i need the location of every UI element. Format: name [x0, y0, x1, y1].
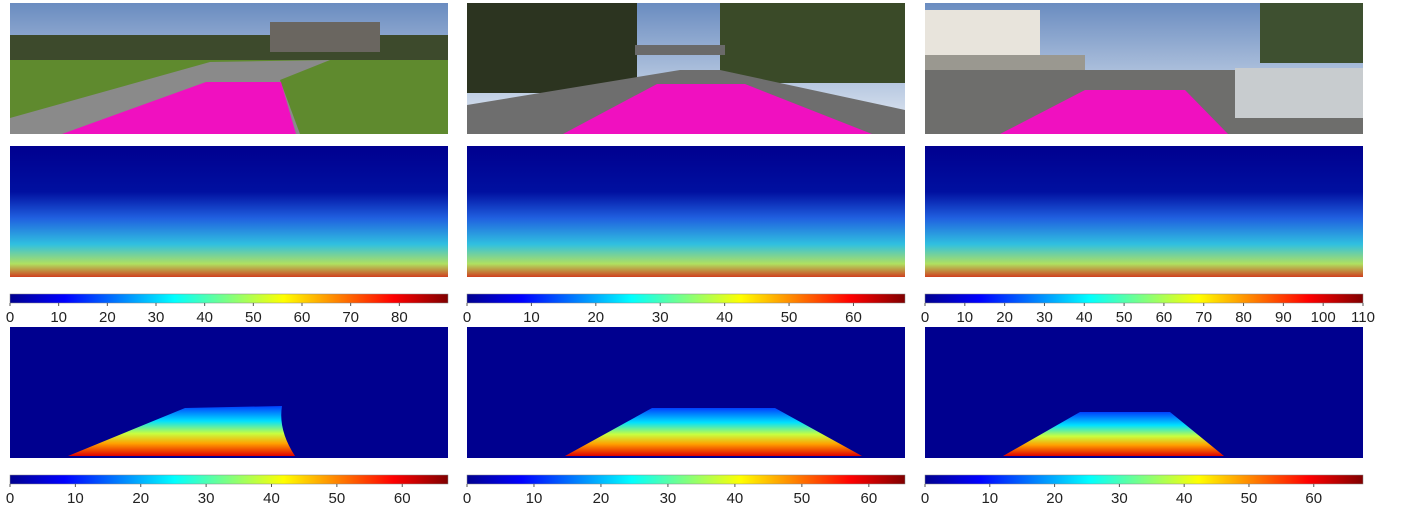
tick-label: 30 — [1111, 490, 1128, 507]
tick-label: 60 — [394, 490, 411, 507]
tick-label: 40 — [727, 490, 744, 507]
tick-label: 20 — [99, 309, 116, 326]
tick-label: 70 — [1195, 309, 1212, 326]
tick-label: 20 — [996, 309, 1013, 326]
tick-label: 0 — [6, 309, 14, 326]
tick-label: 10 — [956, 309, 973, 326]
colorbar — [466, 293, 906, 304]
tick-label: 30 — [1036, 309, 1053, 326]
tick-label: 10 — [526, 490, 543, 507]
image-1 — [10, 3, 448, 134]
tick-label: 50 — [781, 309, 798, 326]
image-3 — [925, 3, 1363, 134]
depth-map-2 — [467, 146, 905, 277]
colorbar — [9, 474, 449, 485]
tick-label: 110 — [1351, 309, 1375, 326]
tick-label: 10 — [50, 309, 67, 326]
tick-label: 50 — [329, 490, 346, 507]
tick-label: 40 — [196, 309, 213, 326]
tick-label: 100 — [1311, 309, 1336, 326]
tick-label: 10 — [981, 490, 998, 507]
tick-label: 30 — [148, 309, 165, 326]
colorbar — [924, 474, 1364, 485]
tick-label: 30 — [652, 309, 669, 326]
colorbar — [9, 293, 449, 304]
tick-label: 0 — [921, 490, 929, 507]
road-depth-1 — [10, 327, 448, 458]
tick-label: 80 — [391, 309, 408, 326]
tick-label: 70 — [342, 309, 359, 326]
tick-label: 50 — [794, 490, 811, 507]
tick-label: 60 — [845, 309, 862, 326]
tick-label: 10 — [67, 490, 84, 507]
tick-label: 20 — [1046, 490, 1063, 507]
colorbar — [924, 293, 1364, 304]
tick-label: 40 — [1176, 490, 1193, 507]
tick-label: 40 — [716, 309, 733, 326]
tick-label: 60 — [294, 309, 311, 326]
colorbar — [466, 474, 906, 485]
depth-map-1 — [10, 146, 448, 277]
tick-label: 50 — [245, 309, 262, 326]
road-depth-2 — [467, 327, 905, 458]
tick-label: 0 — [463, 490, 471, 507]
tick-label: 60 — [1156, 309, 1173, 326]
tick-label: 0 — [6, 490, 14, 507]
tick-label: 10 — [523, 309, 540, 326]
road-depth-3 — [925, 327, 1363, 458]
tick-label: 20 — [593, 490, 610, 507]
tick-label: 40 — [263, 490, 280, 507]
tick-label: 20 — [132, 490, 149, 507]
tick-label: 80 — [1235, 309, 1252, 326]
depth-map-3 — [925, 146, 1363, 277]
tick-label: 50 — [1241, 490, 1258, 507]
tick-label: 20 — [587, 309, 604, 326]
tick-label: 40 — [1076, 309, 1093, 326]
tick-label: 30 — [198, 490, 215, 507]
colorbars: 0 10 20 30 40 50 60 70 80 0 10 20 30 40 50 60 0 10 20 30 40 5… — [6, 293, 1375, 507]
tick-label: 30 — [660, 490, 677, 507]
tick-label: 0 — [921, 309, 929, 326]
tick-label: 60 — [1305, 490, 1322, 507]
tick-label: 50 — [1116, 309, 1133, 326]
tick-label: 90 — [1275, 309, 1292, 326]
tick-label: 60 — [860, 490, 877, 507]
tick-label: 0 — [463, 309, 471, 326]
image-2 — [467, 3, 905, 134]
